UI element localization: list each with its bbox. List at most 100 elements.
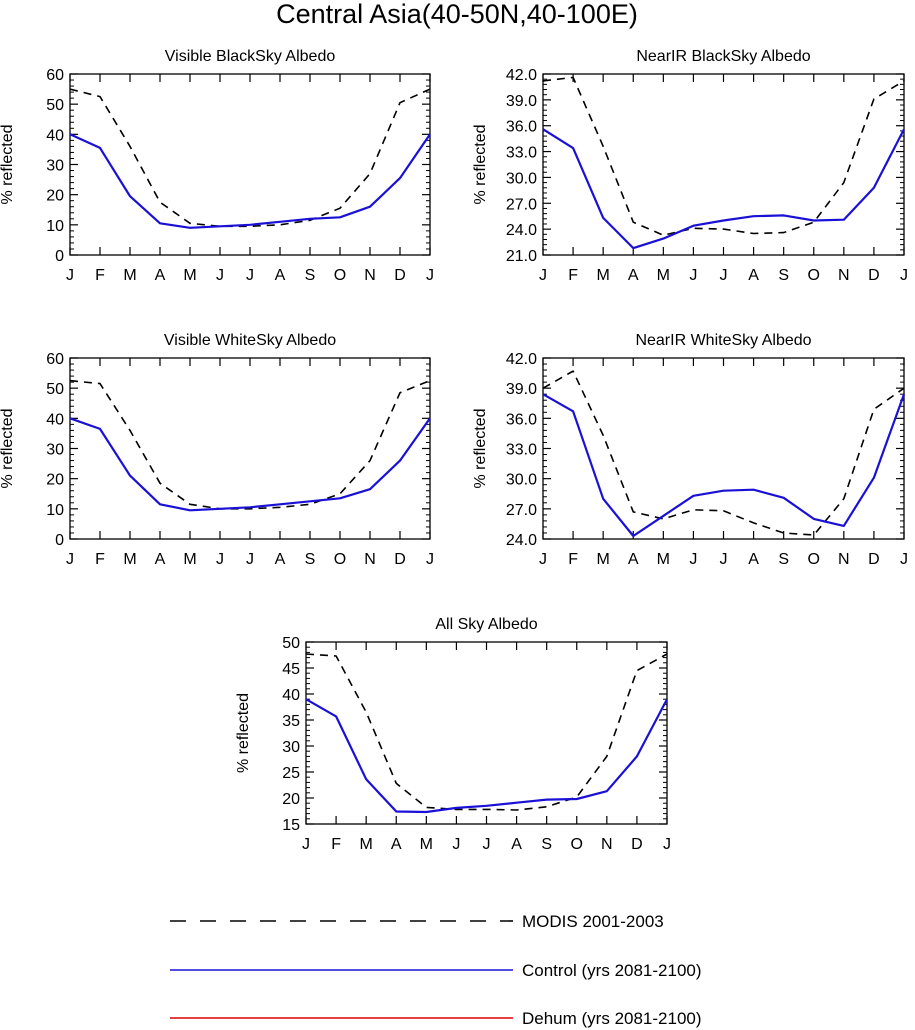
y-tick-label: 40 (46, 411, 64, 428)
x-tick-label: S (541, 836, 552, 853)
y-tick-label: 24.0 (506, 222, 537, 239)
x-tick-label: N (601, 836, 613, 853)
x-tick-label: O (334, 267, 346, 284)
y-tick-label: 33.0 (506, 442, 537, 459)
x-tick-label: F (568, 267, 578, 284)
x-tick-label: J (246, 267, 254, 284)
y-tick-label: 36.0 (506, 119, 537, 136)
x-tick-label: A (275, 551, 286, 568)
y-tick-label: 33.0 (506, 145, 537, 162)
y-tick-label: 25 (282, 765, 300, 782)
x-tick-label: A (748, 551, 759, 568)
y-axis-label: % reflected (472, 408, 489, 488)
x-tick-label: A (155, 551, 166, 568)
x-tick-label: J (426, 551, 434, 568)
x-tick-label: F (95, 267, 105, 284)
x-tick-label: M (183, 551, 196, 568)
x-tick-label: J (246, 551, 254, 568)
y-axis-label: % reflected (0, 124, 16, 204)
x-tick-label: J (720, 551, 728, 568)
y-tick-label: 36.0 (506, 411, 537, 428)
x-tick-label: F (568, 551, 578, 568)
y-tick-label: 60 (46, 67, 64, 84)
x-tick-label: A (511, 836, 522, 853)
y-tick-label: 50 (46, 97, 64, 114)
x-tick-label: N (364, 551, 376, 568)
x-tick-label: M (420, 836, 433, 853)
y-tick-label: 27.0 (506, 502, 537, 519)
x-tick-label: D (868, 551, 880, 568)
x-tick-label: J (452, 836, 460, 853)
y-tick-label: 30.0 (506, 170, 537, 187)
x-tick-label: D (394, 551, 406, 568)
y-axis-label: % reflected (472, 124, 489, 204)
y-tick-label: 40 (46, 127, 64, 144)
chart-panel-2: NearIR BlackSky Albedo 21.0 24.0 27.0 30.0 33… (472, 48, 908, 284)
x-tick-label: A (628, 551, 639, 568)
x-tick-label: M (657, 267, 670, 284)
x-tick-label: N (838, 267, 850, 284)
x-tick-label: J (216, 267, 224, 284)
panel-title: Visible WhiteSky Albedo (164, 332, 336, 349)
plot-frame (542, 357, 905, 540)
x-tick-label: J (66, 551, 74, 568)
y-tick-label: 60 (46, 351, 64, 368)
x-tick-label: J (483, 836, 491, 853)
y-tick-label: 20 (46, 472, 64, 489)
x-tick-label: J (689, 551, 697, 568)
series-line-modis (69, 88, 431, 228)
series-line-modis (542, 76, 905, 236)
x-tick-label: J (900, 551, 908, 568)
x-tick-label: D (631, 836, 643, 853)
x-tick-label: J (900, 267, 908, 284)
y-tick-label: 20 (46, 188, 64, 205)
y-tick-label: 15 (282, 817, 300, 834)
x-tick-label: D (394, 267, 406, 284)
x-tick-label: A (155, 267, 166, 284)
y-tick-label: 35 (282, 713, 300, 730)
x-tick-label: M (597, 267, 610, 284)
x-tick-label: A (748, 267, 759, 284)
x-tick-label: O (334, 551, 346, 568)
y-tick-label: 42.0 (506, 351, 537, 368)
y-tick-label: 30 (282, 739, 300, 756)
chart-panel-5: All Sky Albedo 15 20 25 30 35 40 45 50 J F M A M J J A S O… (235, 616, 671, 853)
legend-label-control: Control (yrs 2081-2100) (522, 961, 702, 980)
x-tick-label: J (66, 267, 74, 284)
x-tick-label: M (183, 267, 196, 284)
x-tick-label: O (808, 267, 820, 284)
panel-title: NearIR WhiteSky Albedo (635, 332, 811, 349)
panel-title: All Sky Albedo (435, 616, 537, 633)
x-tick-label: J (689, 267, 697, 284)
x-tick-label: A (391, 836, 402, 853)
x-tick-label: N (364, 267, 376, 284)
x-tick-label: J (720, 267, 728, 284)
y-tick-label: 0 (55, 248, 64, 265)
legend-label-modis: MODIS 2001-2003 (522, 912, 664, 931)
y-tick-label: 0 (55, 532, 64, 549)
plot-frame (305, 641, 668, 825)
series-line-control (305, 698, 668, 814)
series-line-modis (69, 379, 431, 510)
series-line-control (542, 393, 906, 538)
y-tick-label: 39.0 (506, 93, 537, 110)
y-tick-label: 45 (282, 661, 300, 678)
y-axis-label: % reflected (0, 408, 16, 488)
y-tick-label: 42.0 (506, 67, 537, 84)
y-tick-label: 39.0 (506, 381, 537, 398)
y-tick-label: 30 (46, 442, 64, 459)
panel-title: Visible BlackSky Albedo (165, 48, 336, 65)
y-tick-label: 27.0 (506, 196, 537, 213)
x-tick-label: A (628, 267, 639, 284)
y-tick-label: 24.0 (506, 532, 537, 549)
y-tick-label: 21.0 (506, 248, 537, 265)
y-tick-label: 30.0 (506, 472, 537, 489)
y-axis-label: % reflected (235, 693, 252, 773)
x-tick-label: J (216, 551, 224, 568)
plot-frame (69, 73, 431, 256)
legend: MODIS 2001-2003 Control (yrs 2081-2100) De… (170, 912, 702, 1028)
x-tick-label: F (331, 836, 341, 853)
